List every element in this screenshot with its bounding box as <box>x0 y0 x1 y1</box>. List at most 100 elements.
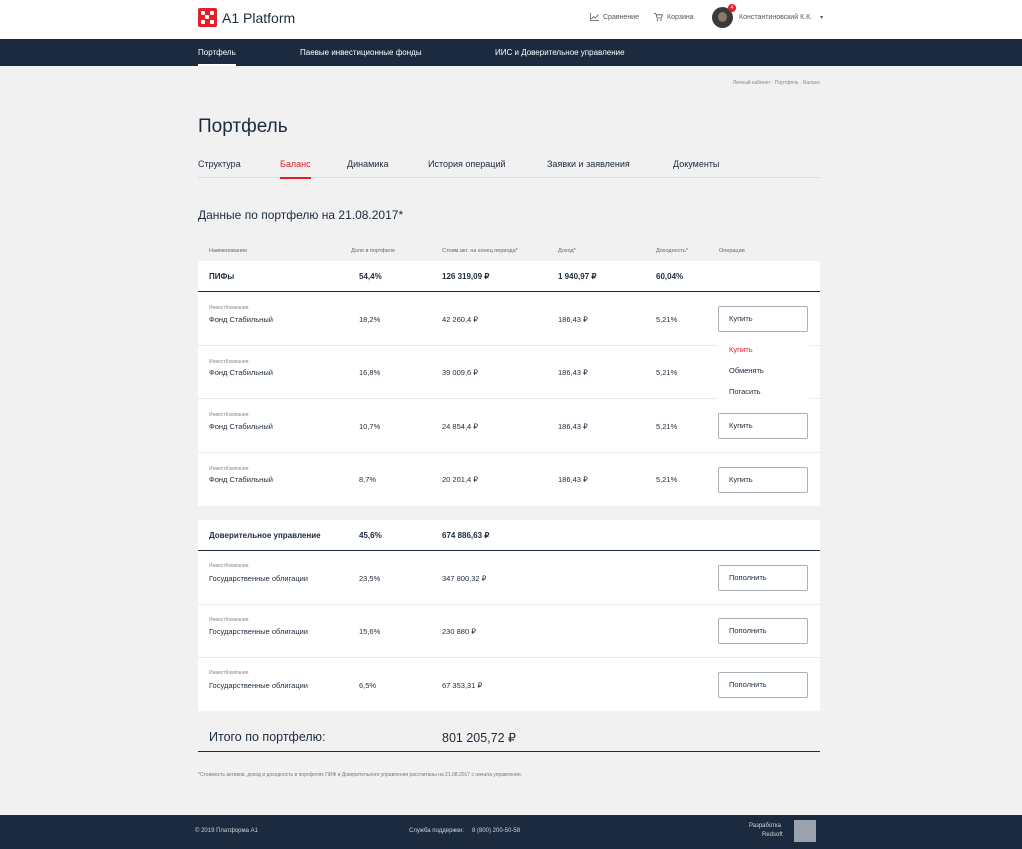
total-value: 801 205,72 ₽ <box>442 731 516 745</box>
fund-name[interactable]: Фонд Стабильный <box>209 422 273 431</box>
fund-share: 10,7% <box>359 422 381 431</box>
tab-documents[interactable]: Документы <box>673 159 720 169</box>
fund-share: 6,5% <box>359 681 377 690</box>
company-label: ИнвестКомпания <box>209 466 249 472</box>
trust-block: Доверительное управление 45,6% 674 886,6… <box>198 520 820 711</box>
col-header-yield: Доходность* <box>656 248 688 254</box>
group-share: 54,4% <box>359 272 382 281</box>
total-divider <box>198 751 820 752</box>
compare-label: Сравнение <box>603 13 639 21</box>
top-up-button[interactable]: Пополнить <box>718 565 808 591</box>
logo-icon <box>198 8 217 27</box>
company-label: ИнвестКомпания <box>209 412 249 418</box>
chart-icon <box>590 13 599 21</box>
fund-value: 39 009,6 ₽ <box>442 368 479 377</box>
dropdown-item-exchange[interactable]: Обменять <box>729 366 764 375</box>
fund-share: 16,8% <box>359 368 381 377</box>
footnote: *Стоимость активов, доход и доходность в… <box>198 772 522 778</box>
top-up-button[interactable]: Пополнить <box>718 672 808 698</box>
user-menu[interactable]: 4 Константиновский К.К. ▾ <box>712 4 823 28</box>
col-header-income: Доход* <box>558 248 576 254</box>
cart-link[interactable]: Корзина <box>654 13 694 21</box>
col-header-value: Стоим.акт. на конец периода* <box>442 248 518 254</box>
operations-dropdown: Купить Обменять Погасить <box>718 335 809 400</box>
group-income: 1 940,97 ₽ <box>558 272 597 281</box>
fund-income: 186,43 ₽ <box>558 368 588 377</box>
company-label: ИнвестКомпания <box>209 617 249 623</box>
fund-share: 23,5% <box>359 574 381 583</box>
col-header-name: Наименование <box>209 248 248 254</box>
total-label: Итого по портфелю: <box>209 730 326 744</box>
fund-income: 186,43 ₽ <box>558 475 588 484</box>
fund-value: 67 353,31 ₽ <box>442 681 483 690</box>
avatar: 4 <box>712 4 736 28</box>
fund-share: 18,2% <box>359 315 381 324</box>
fund-name[interactable]: Фонд Стабильный <box>209 475 273 484</box>
support-phone[interactable]: 8 (800) 200-50-58 <box>472 828 521 834</box>
tab-balance[interactable]: Баланс <box>280 159 311 179</box>
group-value: 126 319,09 ₽ <box>442 272 490 281</box>
support-label: Служба поддержки: <box>409 828 465 834</box>
tab-history[interactable]: История операций <box>428 159 506 169</box>
table-row: ИнвестКомпания Государственные облигации… <box>198 551 820 605</box>
notification-badge: 4 <box>728 4 736 12</box>
dropdown-item-redeem[interactable]: Погасить <box>729 387 761 396</box>
company-label: ИнвестКомпания <box>209 305 249 311</box>
top-up-button[interactable]: Пополнить <box>718 618 808 644</box>
tab-bar: Структура Баланс Динамика История операц… <box>198 158 820 179</box>
main-nav: Портфель Паевые инвестиционные фонды ИИС… <box>0 39 1022 66</box>
fund-income: 186,43 ₽ <box>558 315 588 324</box>
group-name: Доверительное управление <box>209 531 321 540</box>
copyright: © 2019 Платформа А1 <box>195 828 258 834</box>
cart-label: Корзина <box>667 13 694 21</box>
fund-name[interactable]: Государственные облигации <box>209 681 308 690</box>
fund-value: 347 800,32 ₽ <box>442 574 487 583</box>
page-title: Портфель <box>198 116 288 137</box>
fund-value: 24 854,4 ₽ <box>442 422 479 431</box>
developer-label: Разработка <box>749 823 781 829</box>
developer-logo[interactable] <box>794 820 816 842</box>
fund-yield: 5,21% <box>656 315 678 324</box>
buy-button[interactable]: Купить <box>718 306 808 332</box>
group-row-pif: ПИФы 54,4% 126 319,09 ₽ 1 940,97 ₽ 60,04… <box>198 261 820 292</box>
logo[interactable]: A1 Platform <box>198 8 295 27</box>
company-label: ИнвестКомпания <box>209 563 249 569</box>
fund-yield: 5,21% <box>656 475 678 484</box>
tab-dynamics[interactable]: Динамика <box>347 159 389 169</box>
footer: © 2019 Платформа А1 Служба поддержки: 8 … <box>0 815 1022 849</box>
nav-iis-trust[interactable]: ИИС и Доверительное управление <box>495 48 625 57</box>
fund-share: 8,7% <box>359 475 377 484</box>
buy-button[interactable]: Купить <box>718 467 808 493</box>
fund-name[interactable]: Фонд Стабильный <box>209 315 273 324</box>
fund-value: 230 880 ₽ <box>442 627 476 636</box>
dropdown-item-buy[interactable]: Купить <box>729 345 753 354</box>
company-label: ИнвестКомпания <box>209 359 249 365</box>
table-row: ИнвестКомпания Фонд Стабильный 18,2% 42 … <box>198 292 820 346</box>
nav-mutual-funds[interactable]: Паевые инвестиционные фонды <box>300 48 422 57</box>
group-row-trust: Доверительное управление 45,6% 674 886,6… <box>198 520 820 551</box>
fund-value: 42 260,4 ₽ <box>442 315 479 324</box>
group-share: 45,6% <box>359 531 382 540</box>
user-name: Константиновский К.К. <box>739 14 813 21</box>
fund-name[interactable]: Государственные облигации <box>209 574 308 583</box>
logo-text: A1 Platform <box>222 9 296 26</box>
col-header-operations: Операции <box>719 248 745 254</box>
breadcrumb[interactable]: Личный кабинет · Портфель · Баланс <box>732 80 820 86</box>
nav-portfolio[interactable]: Портфель <box>198 48 236 66</box>
developer-name[interactable]: Redsoft <box>762 832 783 838</box>
buy-button[interactable]: Купить <box>718 413 808 439</box>
tab-structure[interactable]: Структура <box>198 159 241 169</box>
fund-income: 186,43 ₽ <box>558 422 588 431</box>
tab-requests[interactable]: Заявки и заявления <box>547 159 630 169</box>
table-row: ИнвестКомпания Фонд Стабильный 8,7% 20 2… <box>198 453 820 506</box>
fund-name[interactable]: Государственные облигации <box>209 627 308 636</box>
pif-block: ПИФы 54,4% 126 319,09 ₽ 1 940,97 ₽ 60,04… <box>198 261 820 506</box>
fund-yield: 5,21% <box>656 368 678 377</box>
compare-link[interactable]: Сравнение <box>590 13 639 21</box>
fund-name[interactable]: Фонд Стабильный <box>209 368 273 377</box>
top-header: A1 Platform Сравнение Корзина 4 Констант… <box>0 0 1022 39</box>
table-row: ИнвестКомпания Государственные облигации… <box>198 658 820 711</box>
fund-yield: 5,21% <box>656 422 678 431</box>
fund-share: 15,6% <box>359 627 381 636</box>
col-header-share: Доля в портфеле <box>351 248 396 254</box>
